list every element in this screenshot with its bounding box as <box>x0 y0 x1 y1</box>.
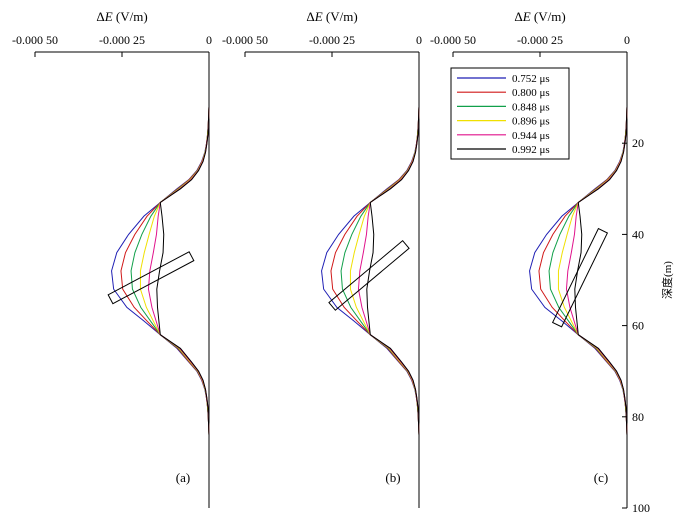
y-tick-label: 100 <box>632 501 650 515</box>
legend-label-4: 0.896 μs <box>512 116 550 128</box>
series-line-5 <box>565 52 628 508</box>
x-tick-label: 0 <box>206 33 212 47</box>
x-axis-title-delta: Δ <box>514 9 522 24</box>
x-tick-label: -0.000 25 <box>517 33 563 47</box>
series-line-4 <box>349 52 420 508</box>
target-box <box>328 239 410 311</box>
x-tick-label: -0.000 50 <box>12 33 58 47</box>
y-tick-label: 40 <box>632 227 644 241</box>
x-axis-title: ΔE (V/m) <box>306 9 357 24</box>
x-axis-title-symbol: E <box>522 9 531 24</box>
x-tick-label: 0 <box>624 33 630 47</box>
series-line-2 <box>330 52 420 508</box>
legend-label-1: 0.752 μs <box>512 73 550 85</box>
legend-label-5: 0.944 μs <box>512 130 550 142</box>
legend-label-6: 0.992 μs <box>512 144 550 156</box>
series-line-6 <box>574 52 628 508</box>
panel-label: (b) <box>385 470 400 485</box>
series-line-3 <box>130 52 210 508</box>
target-box <box>551 227 609 328</box>
legend-box <box>450 67 570 160</box>
x-axis-title: ΔE (V/m) <box>514 9 565 24</box>
panel-label: (c) <box>594 470 608 485</box>
panel-label: (a) <box>176 470 190 485</box>
x-axis-title: ΔE (V/m) <box>96 9 147 24</box>
x-axis-title-unit: (V/m) <box>323 9 358 24</box>
x-axis-title-delta: Δ <box>96 9 104 24</box>
x-axis-title-unit: (V/m) <box>113 9 148 24</box>
y-tick-label: 60 <box>632 319 644 333</box>
series-line-2 <box>120 52 210 508</box>
x-tick-label: -0.000 25 <box>309 33 355 47</box>
x-tick-label: -0.000 50 <box>222 33 268 47</box>
x-axis-title-delta: Δ <box>306 9 314 24</box>
x-axis-title-unit: (V/m) <box>531 9 566 24</box>
series-line-3 <box>340 52 420 508</box>
y-tick-label: 80 <box>632 410 644 424</box>
x-tick-label: -0.000 25 <box>99 33 145 47</box>
y-tick-label: 20 <box>632 136 644 150</box>
series-line-1 <box>111 52 210 508</box>
series-line-5 <box>357 52 420 508</box>
x-tick-label: -0.000 50 <box>430 33 476 47</box>
target-box <box>107 251 195 305</box>
legend-label-3: 0.848 μs <box>512 101 550 113</box>
legend-label-2: 0.800 μs <box>512 87 550 99</box>
series-line-6 <box>366 52 420 508</box>
series-line-6 <box>156 52 210 508</box>
x-tick-label: 0 <box>416 33 422 47</box>
x-axis-title-symbol: E <box>314 9 323 24</box>
x-axis-title-symbol: E <box>104 9 113 24</box>
series-line-1 <box>321 52 420 508</box>
y-axis-title: 深度(m) <box>660 261 674 299</box>
series-line-4 <box>139 52 210 508</box>
